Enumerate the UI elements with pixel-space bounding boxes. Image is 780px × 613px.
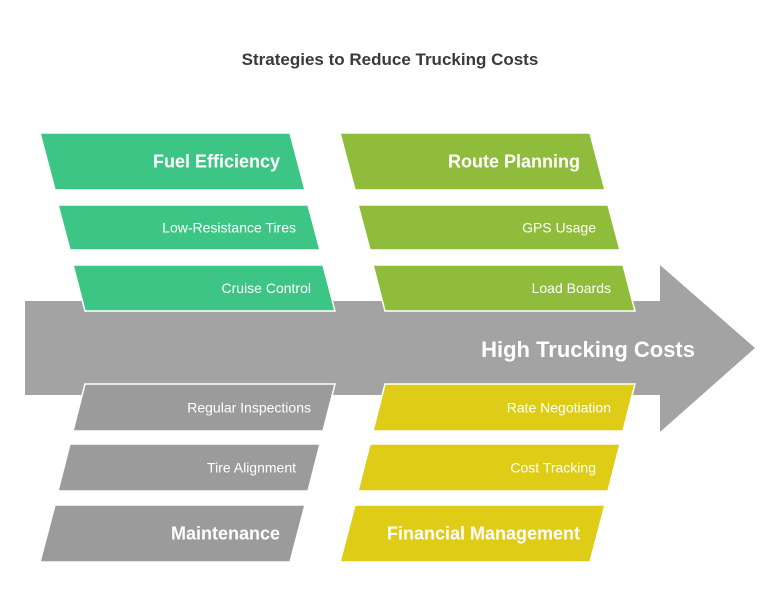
cause-label: Cost Tracking (510, 460, 596, 476)
cause-box: GPS Usage (357, 204, 621, 251)
cause-label: GPS Usage (522, 220, 596, 236)
cause-label: Rate Negotiation (507, 400, 611, 416)
box-shape (57, 443, 321, 492)
cause-label: Cruise Control (222, 280, 311, 296)
box-shape (72, 264, 336, 312)
box-shape (357, 443, 621, 492)
category-box: Financial Management (339, 504, 606, 563)
cause-box: Cost Tracking (357, 443, 621, 492)
cause-label: Regular Inspections (187, 400, 311, 416)
category-box: Maintenance (39, 504, 306, 563)
category-label: Route Planning (448, 152, 580, 172)
cause-label: Tire Alignment (207, 460, 296, 476)
box-shape (339, 504, 606, 563)
category-box: Route Planning (339, 132, 606, 191)
box-shape (372, 383, 636, 432)
category-label: Fuel Efficiency (153, 152, 280, 172)
cause-box: Rate Negotiation (372, 383, 636, 432)
category-label: Financial Management (387, 524, 580, 544)
diagram-title: Strategies to Reduce Trucking Costs (241, 50, 539, 69)
effect-label: High Trucking Costs (481, 337, 695, 362)
cause-box: Cruise Control (72, 264, 336, 312)
cause-box: Regular Inspections (72, 383, 336, 432)
box-shape (39, 132, 306, 191)
box-shape (339, 132, 606, 191)
cause-box: Low-Resistance Tires (57, 204, 321, 251)
box-shape (57, 204, 321, 251)
box-shape (372, 264, 636, 312)
cause-label: Low-Resistance Tires (162, 220, 296, 236)
cause-box: Load Boards (372, 264, 636, 312)
cause-label: Load Boards (532, 280, 611, 296)
cause-box: Tire Alignment (57, 443, 321, 492)
category-label: Maintenance (171, 524, 280, 544)
box-shape (39, 504, 306, 563)
box-shape (357, 204, 621, 251)
box-shape (72, 383, 336, 432)
category-box: Fuel Efficiency (39, 132, 306, 191)
